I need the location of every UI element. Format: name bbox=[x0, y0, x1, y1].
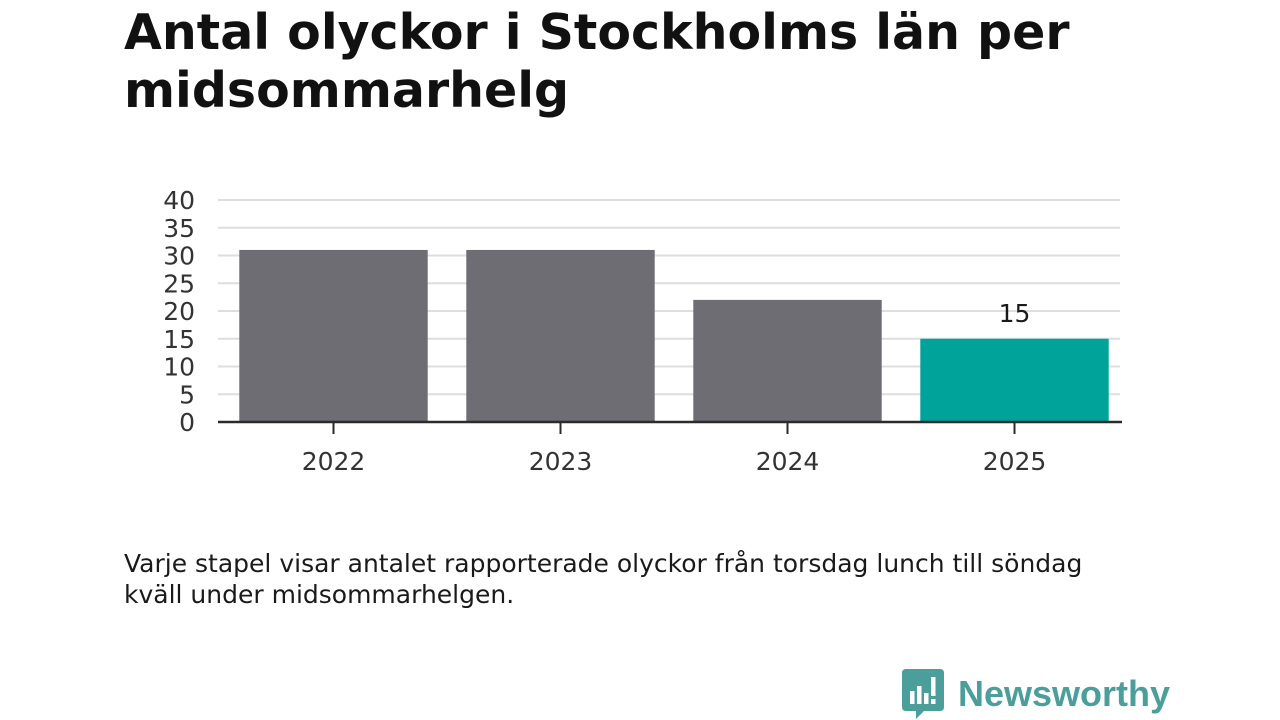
y-tick-label: 0 bbox=[179, 408, 195, 437]
x-tick-label: 2023 bbox=[529, 447, 593, 476]
x-tick-label: 2025 bbox=[983, 447, 1047, 476]
y-tick-label: 30 bbox=[163, 242, 195, 271]
chart-caption: Varje stapel visar antalet rapporterade … bbox=[124, 549, 1083, 609]
bar bbox=[466, 249, 655, 422]
x-axis-ticks: 2022 2023 2024 2025 bbox=[302, 422, 1047, 476]
brand-name: Newsworthy bbox=[958, 673, 1171, 714]
data-labels: 15 bbox=[999, 299, 1031, 328]
chart-title: Antal olyckor i Stockholms län per midso… bbox=[124, 4, 1070, 119]
y-tick-label: 25 bbox=[163, 269, 195, 298]
y-tick-label: 15 bbox=[163, 325, 195, 354]
bar bbox=[239, 249, 428, 422]
y-tick-label: 10 bbox=[163, 353, 195, 382]
data-label: 15 bbox=[999, 299, 1031, 328]
y-tick-label: 35 bbox=[163, 214, 195, 243]
y-tick-label: 40 bbox=[163, 186, 195, 215]
bar bbox=[920, 338, 1109, 422]
y-tick-label: 5 bbox=[179, 380, 195, 409]
chat-bar-chart-icon bbox=[902, 669, 944, 719]
x-tick-label: 2022 bbox=[302, 447, 366, 476]
bar bbox=[693, 299, 882, 422]
y-tick-label: 20 bbox=[163, 297, 195, 326]
bars bbox=[239, 249, 1109, 422]
x-tick-label: 2024 bbox=[756, 447, 820, 476]
newsworthy-logo: Newsworthy bbox=[902, 668, 1170, 720]
